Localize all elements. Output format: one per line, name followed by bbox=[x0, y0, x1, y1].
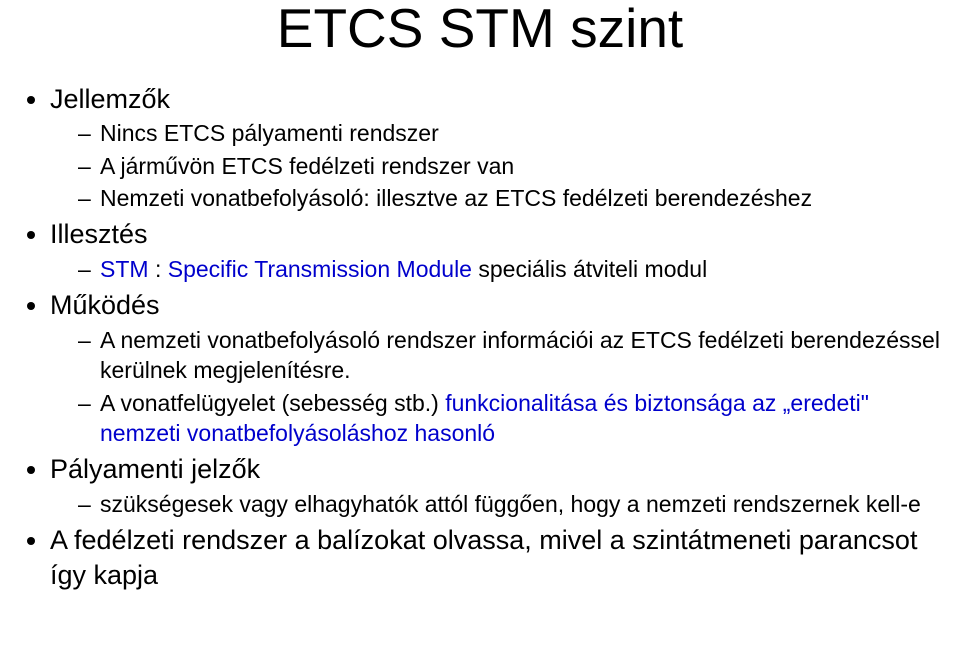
slide: ETCS STM szint Jellemzők Nincs ETCS pálya… bbox=[0, 0, 960, 650]
text-segment: STM bbox=[100, 256, 155, 282]
lvl2-item: A vonatfelügyelet (sebesség stb.) funkci… bbox=[78, 388, 940, 449]
lvl2-item: A járművön ETCS fedélzeti rendszer van bbox=[78, 151, 940, 181]
lvl1-item: A fedélzeti rendszer a balízokat olvassa… bbox=[50, 523, 940, 592]
text-segment: Nemzeti vonatbefolyásoló: illesztve az E… bbox=[100, 185, 812, 211]
text-segment: szükségesek vagy elhagyhatók attól függő… bbox=[100, 491, 733, 517]
text-segment: A járművön ETCS fedélzeti rendszer van bbox=[100, 153, 514, 179]
lvl2-item: Nincs ETCS pályamenti rendszer bbox=[78, 118, 940, 148]
lvl2-list: A nemzeti vonatbefolyásoló rendszer info… bbox=[50, 325, 940, 448]
lvl1-label: Jellemzők bbox=[50, 84, 170, 114]
lvl2-list: STM : Specific Transmission Module speci… bbox=[50, 254, 940, 284]
text-segment: Specific Transmission Module bbox=[168, 256, 479, 282]
lvl1-label: Pályamenti jelzők bbox=[50, 454, 260, 484]
lvl1-item: Illesztés STM : Specific Transmission Mod… bbox=[50, 217, 940, 284]
text-segment: rendszernek kell-e bbox=[733, 491, 921, 517]
lvl1-label: A fedélzeti rendszer a balízokat olvassa… bbox=[50, 525, 917, 590]
lvl1-label: Illesztés bbox=[50, 219, 148, 249]
lvl2-item: Nemzeti vonatbefolyásoló: illesztve az E… bbox=[78, 183, 940, 213]
text-segment: Nincs ETCS pályamenti rendszer bbox=[100, 120, 439, 146]
text-segment: : bbox=[155, 256, 168, 282]
text-segment: A vonatfelügyelet (sebesség stb.) bbox=[100, 390, 445, 416]
lvl1-item: Jellemzők Nincs ETCS pályamenti rendszer A… bbox=[50, 82, 940, 214]
lvl2-list: Nincs ETCS pályamenti rendszer A járművön… bbox=[50, 118, 940, 213]
text-segment: speciális átviteli modul bbox=[478, 256, 707, 282]
lvl2-item: A nemzeti vonatbefolyásoló rendszer info… bbox=[78, 325, 940, 386]
lvl1-item: Működés A nemzeti vonatbefolyásoló rendsz… bbox=[50, 288, 940, 448]
lvl1-label: Működés bbox=[50, 290, 160, 320]
lvl2-item: szükségesek vagy elhagyhatók attól függő… bbox=[78, 489, 940, 519]
text-segment: A nemzeti vonatbefolyásoló rendszer info… bbox=[100, 327, 940, 383]
lvl1-item: Pályamenti jelzők szükségesek vagy elhagy… bbox=[50, 452, 940, 519]
lvl2-item: STM : Specific Transmission Module speci… bbox=[78, 254, 940, 284]
slide-title: ETCS STM szint bbox=[20, 0, 940, 58]
bullet-list: Jellemzők Nincs ETCS pályamenti rendszer A… bbox=[20, 82, 940, 593]
lvl2-list: szükségesek vagy elhagyhatók attól függő… bbox=[50, 489, 940, 519]
